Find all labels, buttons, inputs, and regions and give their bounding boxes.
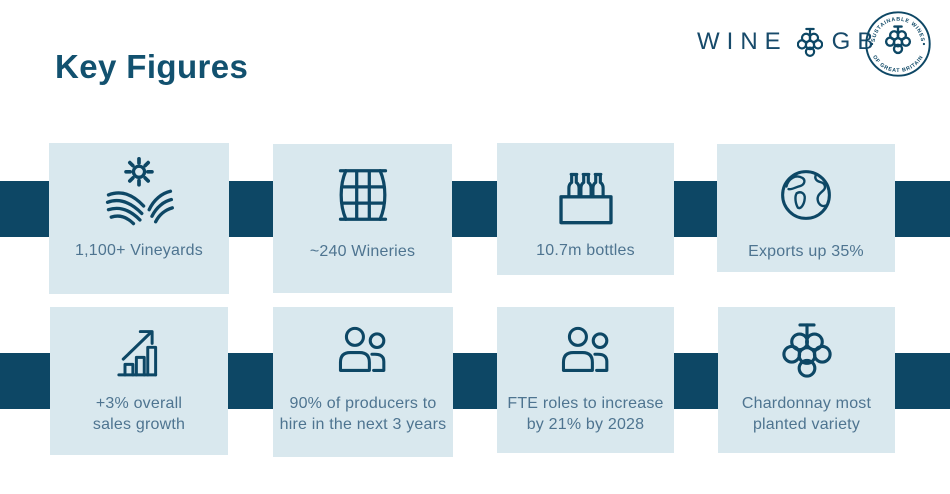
stat-label: 10.7m bottles <box>536 242 635 259</box>
badge-grape-icon <box>885 26 911 54</box>
vineyard-sun-field-icon <box>102 156 176 232</box>
stat-card-producers-hiring: 90% of producers to hire in the next 3 y… <box>273 307 453 457</box>
grapes-icon <box>774 317 840 389</box>
stat-card-chardonnay: Chardonnay most planted variety <box>718 307 895 453</box>
stat-card-exports: Exports up 35% <box>717 144 895 272</box>
winegb-logo: WINE GB <box>697 26 880 58</box>
grape-logo-icon <box>797 28 823 57</box>
bottle-crate-icon <box>549 156 623 232</box>
stat-label: FTE roles to increase by 21% by 2028 <box>507 395 664 434</box>
badge-dot-right <box>922 42 926 46</box>
wine-barrel-icon <box>327 157 399 233</box>
stat-card-fte-roles: FTE roles to increase by 21% by 2028 <box>497 307 674 453</box>
people-icon <box>552 317 620 389</box>
page-title: Key Figures <box>55 48 249 85</box>
stat-label: Exports up 35% <box>748 243 864 260</box>
globe-icon <box>772 157 840 233</box>
stat-label: Chardonnay most planted variety <box>741 395 872 434</box>
stat-card-bottles: 10.7m bottles <box>497 143 674 275</box>
sustainability-badge: SUSTAINABLE WINES OF GREAT BRITAIN <box>865 11 931 77</box>
stat-card-wineries: ~240 Wineries <box>273 144 452 293</box>
stat-label: 1,100+ Vineyards <box>75 242 203 259</box>
stat-card-sales-growth: +3% overall sales growth <box>50 307 228 455</box>
stat-label: 90% of producers to hire in the next 3 y… <box>279 395 447 434</box>
badge-text-bottom: OF GREAT BRITAIN <box>871 54 924 74</box>
logo-word-wine: WINE <box>697 28 788 55</box>
stat-card-vineyards: 1,100+ Vineyards <box>49 143 229 294</box>
stat-label: +3% overall sales growth <box>92 395 186 434</box>
people-icon <box>329 317 397 389</box>
stat-label: ~240 Wineries <box>309 243 416 260</box>
badge-dot-left <box>870 42 874 46</box>
svg-text:OF GREAT BRITAIN: OF GREAT BRITAIN <box>871 54 925 74</box>
growth-chart-arrow-icon <box>104 317 174 389</box>
